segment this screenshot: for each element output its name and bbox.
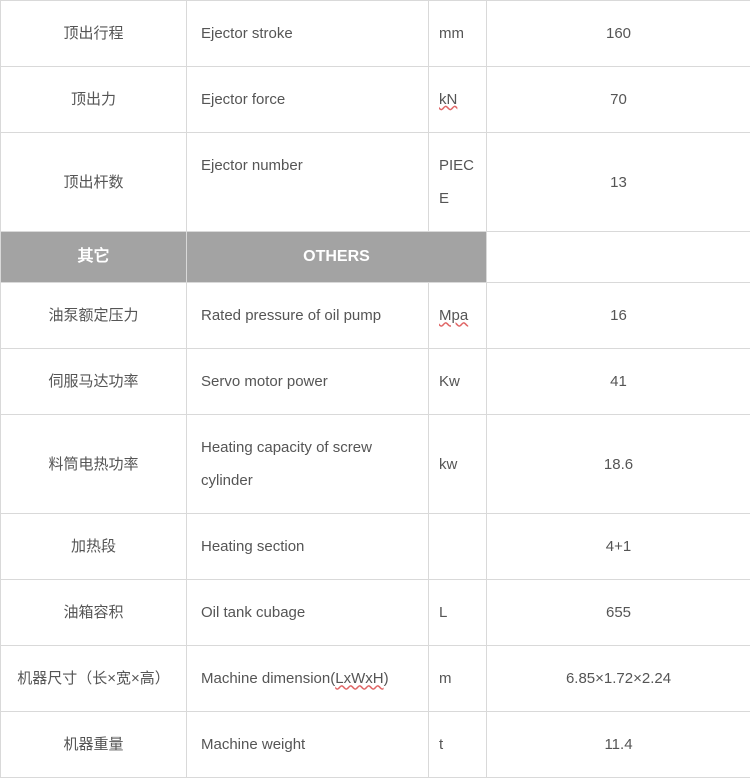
cell-zh: 伺服马达功率 <box>1 349 187 415</box>
table-row: 顶出力 Ejector force kN 70 <box>1 67 750 133</box>
cell-unit: mm <box>429 1 487 67</box>
cell-val: 18.6 <box>487 415 750 514</box>
cell-en: Heating capacity of screw cylinder <box>187 415 429 514</box>
cell-unit: m <box>429 646 487 712</box>
section-en: OTHERS <box>187 232 487 283</box>
cell-val: 655 <box>487 580 750 646</box>
cell-zh: 油泵额定压力 <box>1 283 187 349</box>
table-row: 顶出行程 Ejector stroke mm 160 <box>1 1 750 67</box>
cell-unit: kw <box>429 415 487 514</box>
cell-unit: t <box>429 712 487 778</box>
cell-en: Ejector force <box>187 67 429 133</box>
cell-val: 70 <box>487 67 750 133</box>
cell-val: 41 <box>487 349 750 415</box>
cell-en: Oil tank cubage <box>187 580 429 646</box>
cell-en: Heating section <box>187 514 429 580</box>
cell-en: Ejector stroke <box>187 1 429 67</box>
spec-table: 顶出行程 Ejector stroke mm 160 顶出力 Ejector f… <box>0 0 750 778</box>
cell-unit: PIECE <box>429 133 487 232</box>
table-row: 机器尺寸（长×宽×高） Machine dimension(LxWxH) m 6… <box>1 646 750 712</box>
cell-unit: kN <box>429 67 487 133</box>
cell-zh: 加热段 <box>1 514 187 580</box>
en-underline: LxWxH <box>335 670 383 687</box>
cell-unit: Kw <box>429 349 487 415</box>
cell-val: 4+1 <box>487 514 750 580</box>
cell-val: 11.4 <box>487 712 750 778</box>
table-row: 加热段 Heating section 4+1 <box>1 514 750 580</box>
cell-zh: 机器尺寸（长×宽×高） <box>1 646 187 712</box>
cell-zh: 油箱容积 <box>1 580 187 646</box>
cell-unit: L <box>429 580 487 646</box>
cell-zh: 顶出力 <box>1 67 187 133</box>
cell-val: 160 <box>487 1 750 67</box>
table-row: 顶出杆数 Ejector number PIECE 13 <box>1 133 750 232</box>
cell-zh: 顶出行程 <box>1 1 187 67</box>
unit-text: Mpa <box>439 307 468 324</box>
cell-en: Machine weight <box>187 712 429 778</box>
unit-text: kN <box>439 91 457 108</box>
cell-val: 16 <box>487 283 750 349</box>
section-row: 其它 OTHERS <box>1 232 750 283</box>
table-row: 伺服马达功率 Servo motor power Kw 41 <box>1 349 750 415</box>
cell-val: 13 <box>487 133 750 232</box>
table-row: 料筒电热功率 Heating capacity of screw cylinde… <box>1 415 750 514</box>
cell-zh: 料筒电热功率 <box>1 415 187 514</box>
table-row: 机器重量 Machine weight t 11.4 <box>1 712 750 778</box>
section-zh: 其它 <box>1 232 187 283</box>
cell-en: Machine dimension(LxWxH) <box>187 646 429 712</box>
cell-en: Servo motor power <box>187 349 429 415</box>
cell-unit: Mpa <box>429 283 487 349</box>
section-blank <box>487 232 750 283</box>
cell-zh: 机器重量 <box>1 712 187 778</box>
table-row: 油箱容积 Oil tank cubage L 655 <box>1 580 750 646</box>
cell-en: Rated pressure of oil pump <box>187 283 429 349</box>
cell-zh: 顶出杆数 <box>1 133 187 232</box>
cell-en: Ejector number <box>187 133 429 232</box>
cell-val: 6.85×1.72×2.24 <box>487 646 750 712</box>
table-row: 油泵额定压力 Rated pressure of oil pump Mpa 16 <box>1 283 750 349</box>
cell-unit <box>429 514 487 580</box>
